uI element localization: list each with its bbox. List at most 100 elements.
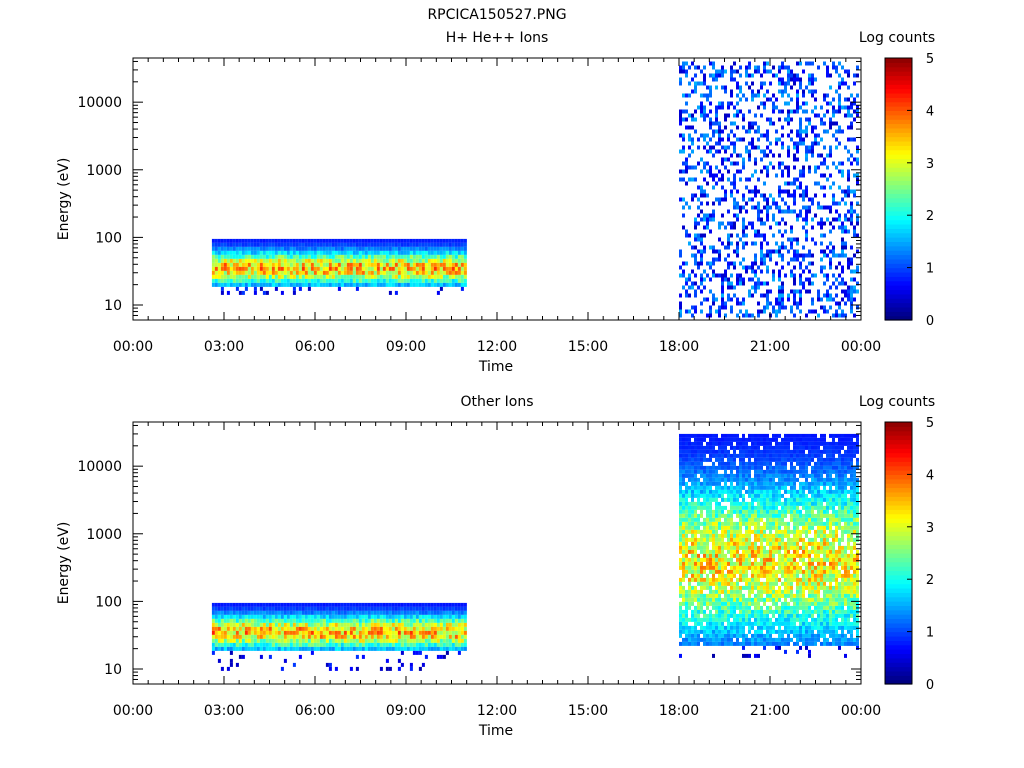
colorbar-segment xyxy=(885,679,912,685)
colorbar-segment xyxy=(885,635,912,641)
colorbar-segment xyxy=(885,250,912,256)
colorbar-segment xyxy=(885,435,912,441)
colorbar-segment xyxy=(885,609,912,615)
colorbar-segment xyxy=(885,574,912,580)
x-tick-label: 15:00 xyxy=(568,703,608,719)
colorbar-segment xyxy=(885,487,912,493)
colorbar-segment xyxy=(885,592,912,598)
colorbar-segment xyxy=(885,202,912,208)
x-tick-label: 06:00 xyxy=(295,339,335,355)
y-tick-label: 10 xyxy=(104,298,122,314)
colorbar-segment xyxy=(885,601,912,606)
colorbar-segment xyxy=(885,553,912,558)
colorbar-segment xyxy=(885,483,912,489)
colorbar-segment xyxy=(885,522,912,528)
colorbar-segment xyxy=(885,167,912,173)
y-tick-label: 10000 xyxy=(77,95,122,111)
colorbar-segment xyxy=(885,175,912,181)
axes: 00:00 03:00 06:00 09:00 12:00 15:00 18:00 21:00… xyxy=(77,421,881,719)
colorbar-segment xyxy=(885,653,912,659)
colorbar-segment xyxy=(885,311,912,317)
panel-other-ions: Other Ions Log counts 00:00 03:00 06:00 09:… xyxy=(56,394,935,739)
colorbar-segment xyxy=(885,302,912,308)
x-tick-label: 21:00 xyxy=(750,339,790,355)
colorbar-segment xyxy=(885,666,912,672)
colorbar-segment xyxy=(885,206,912,212)
colorbar-segment xyxy=(885,106,912,111)
colorbar-label: Log counts xyxy=(859,30,935,46)
colorbar-segment xyxy=(885,618,912,624)
y-axis-label: Energy (eV) xyxy=(56,158,72,241)
colorbar-segment xyxy=(885,662,912,668)
colorbar-segment xyxy=(885,298,912,304)
colorbar-segment xyxy=(885,535,912,541)
colorbar-segment xyxy=(885,670,912,676)
heatmap-area xyxy=(211,433,859,671)
colorbar-tick-label: 4 xyxy=(926,104,934,119)
colorbar-segment xyxy=(885,280,912,286)
colorbar-segment xyxy=(885,443,912,449)
x-tick-label: 15:00 xyxy=(568,339,608,355)
colorbar-segment xyxy=(885,258,912,264)
x-tick-label: 09:00 xyxy=(386,339,426,355)
colorbar-segment xyxy=(885,271,912,277)
colorbar-segment xyxy=(885,644,912,650)
x-tick-label: 12:00 xyxy=(477,339,517,355)
x-tick-label: 18:00 xyxy=(659,703,699,719)
colorbar-segment xyxy=(885,544,912,550)
colorbar-segment xyxy=(885,154,912,160)
colorbar-segment xyxy=(885,583,912,589)
colorbar-segment xyxy=(885,570,912,576)
y-tick-label: 100 xyxy=(95,230,122,246)
colorbar-segment xyxy=(885,430,912,436)
colorbar-frame xyxy=(884,421,913,685)
colorbar-segment xyxy=(885,132,912,138)
colorbar-tick-label: 2 xyxy=(926,209,934,224)
colorbar-segment xyxy=(885,92,912,98)
colorbar-tick-label: 3 xyxy=(926,521,934,536)
colorbar-segment xyxy=(885,79,912,85)
colorbar-segment xyxy=(885,649,912,655)
colorbar-segment xyxy=(885,180,912,186)
colorbar-segment xyxy=(885,197,912,203)
colorbar-segment xyxy=(885,119,912,125)
colorbar-segment xyxy=(885,171,912,177)
y-axis-label: Energy (eV) xyxy=(56,522,72,605)
colorbar-segment xyxy=(885,439,912,445)
colorbar-segment xyxy=(885,101,912,107)
colorbar-segment xyxy=(885,245,912,251)
colorbar-segment xyxy=(885,579,912,585)
colorbar-segment xyxy=(885,622,912,628)
colorbar-segment xyxy=(885,97,912,103)
colorbar-segment xyxy=(885,267,912,273)
colorbar-segment xyxy=(885,66,912,72)
colorbar-segment xyxy=(885,58,912,63)
colorbar: 0 1 2 3 4 5 xyxy=(884,416,934,693)
colorbar-segment xyxy=(885,452,912,458)
x-tick-label: 03:00 xyxy=(204,703,244,719)
colorbar-segment xyxy=(885,496,912,502)
colorbar-tick-label: 3 xyxy=(926,157,934,172)
x-tick-label: 00:00 xyxy=(113,339,153,355)
colorbar-segment xyxy=(885,136,912,142)
colorbar-segment xyxy=(885,531,912,537)
colorbar-segment xyxy=(885,631,912,637)
colorbar-segment xyxy=(885,285,912,291)
x-tick-label: 00:00 xyxy=(841,703,881,719)
colorbar: 0 1 2 3 4 5 xyxy=(884,52,934,329)
colorbar-segment xyxy=(885,219,912,225)
colorbar-segment xyxy=(885,140,912,146)
colorbar-segment xyxy=(885,123,912,129)
y-tick-label: 10 xyxy=(104,662,122,678)
colorbar-segment xyxy=(885,526,912,532)
x-tick-label: 09:00 xyxy=(386,703,426,719)
colorbar-segment xyxy=(885,509,912,515)
colorbar-segment xyxy=(885,241,912,247)
panel-title: H+ He++ Ions xyxy=(446,30,549,46)
colorbar-tick-label: 5 xyxy=(926,52,934,67)
colorbar-segment xyxy=(885,627,912,633)
colorbar-segment xyxy=(885,289,912,295)
colorbar-segment xyxy=(885,263,912,269)
colorbar-segment xyxy=(885,145,912,151)
